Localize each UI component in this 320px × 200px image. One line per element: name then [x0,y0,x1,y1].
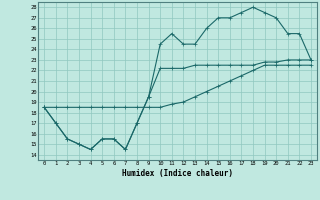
X-axis label: Humidex (Indice chaleur): Humidex (Indice chaleur) [122,169,233,178]
